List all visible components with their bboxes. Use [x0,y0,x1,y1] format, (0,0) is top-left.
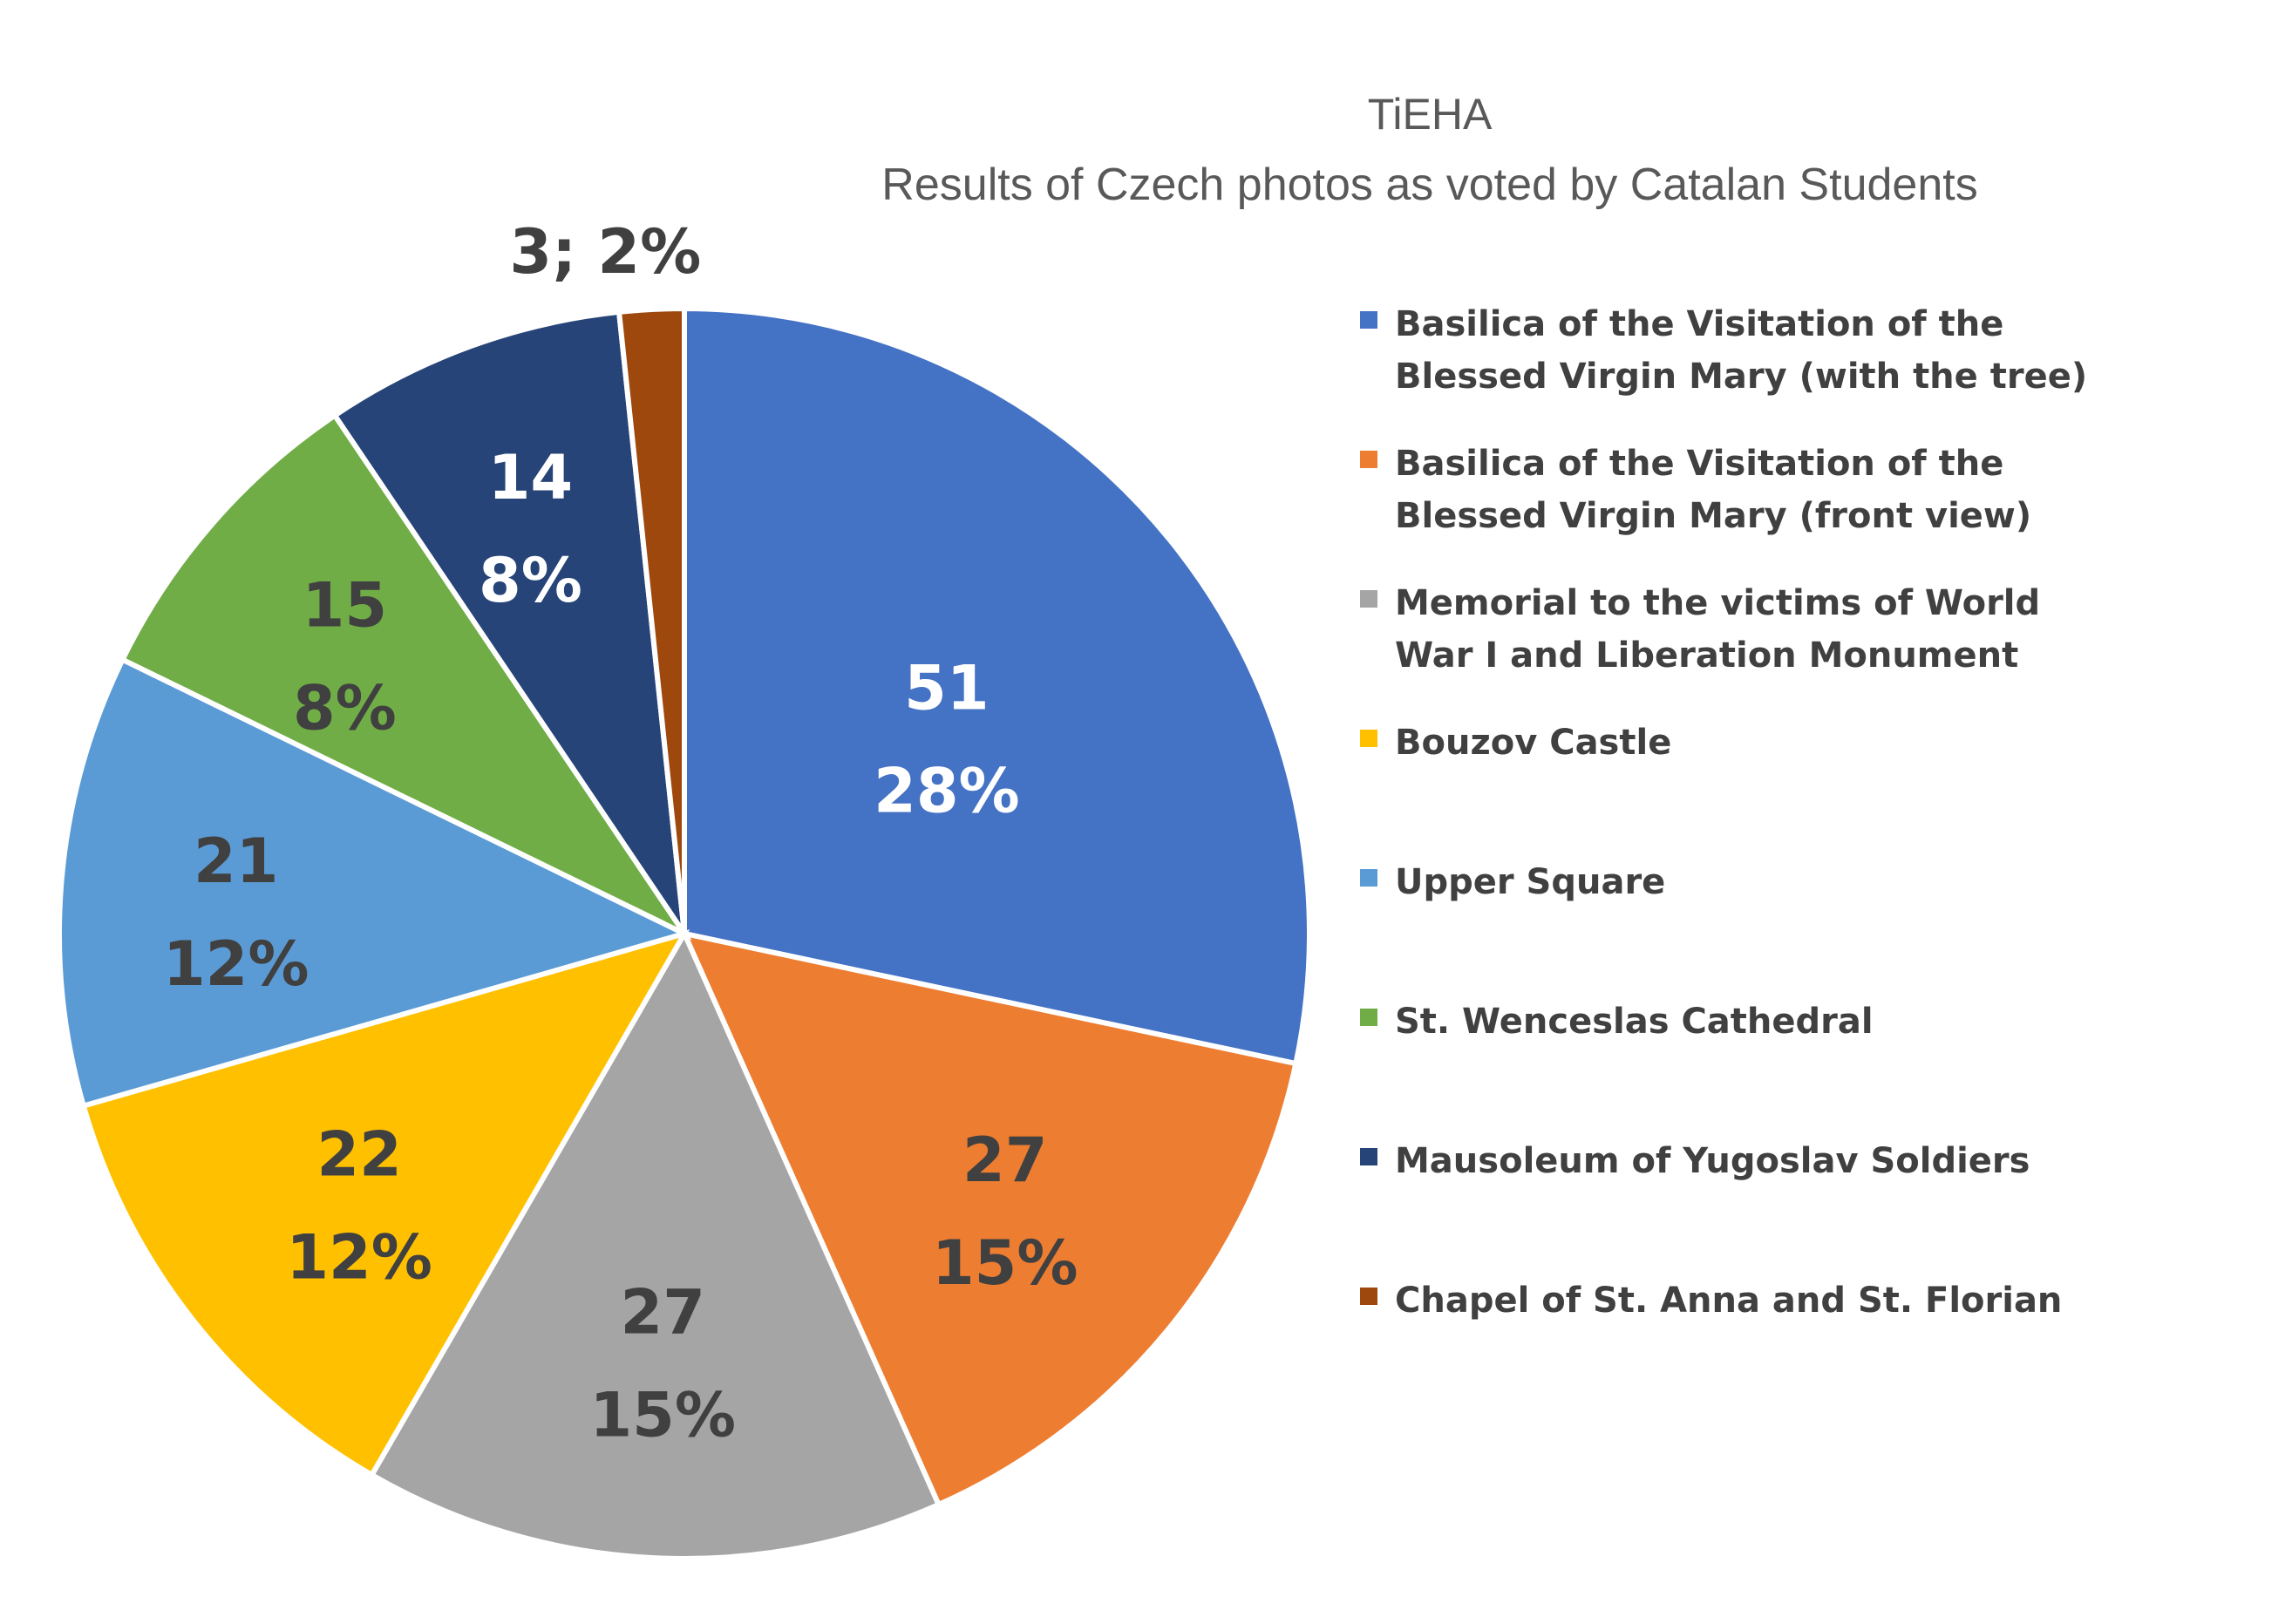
pie-slice-memorial-to-the-victims-of-world-war-i-and-liberation-monument [368,928,942,1561]
data-label-value: 27 [962,1125,1047,1196]
legend-swatch [1360,1009,1377,1026]
legend-label: Mausoleum of Yugoslav Soldiers [1395,1141,2030,1181]
data-label-percent: 28% [874,755,1020,826]
pie-slices [57,305,1312,1561]
legend-item-memorial-to-the-victims-of-world-war-i-and-liberation-monument: Memorial to the victims of World War I an… [1360,583,2040,676]
data-label-value: 14 [488,442,573,513]
legend-swatch [1360,451,1377,468]
legend-swatch [1360,311,1377,329]
data-label-percent: 8% [293,672,397,744]
legend-item-chapel-of-st-anna-and-st-florian: Chapel of St. Anna and St. Florian [1360,1281,2062,1321]
data-label-chapel-of-st-anna-and-st-florian: 3; 2% [509,216,701,288]
legend-item-st-wenceslas-cathedral: St. Wenceslas Cathedral [1360,1002,1874,1042]
pie-slice-mausoleum-of-yugoslav-soldiers [330,309,687,935]
data-label-value: 27 [621,1277,705,1349]
data-label-value: 51 [904,652,989,724]
pie-slice-basilica-of-the-visitation-of-the-blessed-virgin-mary-front-view [679,929,1299,1508]
data-label-value: 22 [316,1118,401,1190]
legend-label: Basilica of the Visitation of the [1395,444,2003,484]
legend-label: St. Wenceslas Cathedral [1395,1002,1874,1042]
legend-item-mausoleum-of-yugoslav-soldiers: Mausoleum of Yugoslav Soldiers [1360,1141,2030,1181]
data-label-percent: 8% [479,545,582,616]
legend-swatch [1360,869,1377,887]
data-label-percent: 15% [589,1380,736,1451]
legend-swatch [1360,1148,1377,1165]
pie-slice-bouzov-castle [80,929,690,1479]
pie-slice-basilica-of-the-visitation-of-the-blessed-virgin-mary-with-the-tree [682,305,1312,1067]
data-label-percent: 12% [163,928,309,1000]
legend-label: War I and Liberation Monument [1395,635,2018,676]
data-label-percent: 12% [286,1221,432,1293]
legend-label: Bouzov Castle [1395,723,1671,763]
pie-slice-st-wenceslas-cathedral [119,411,692,941]
legend-label: Upper Square [1395,862,1665,902]
chart-subtitle: Results of Czech photos as voted by Cata… [881,160,1977,210]
chart-title: TiEHA [1368,90,1493,139]
legend-swatch [1360,590,1377,608]
pie-slice-chapel-of-st-anna-and-st-florian [616,305,687,934]
pie-slice-upper-square [57,656,692,1110]
legend-item-basilica-of-the-visitation-of-the-blessed-virgin-mary-with-the-tree: Basilica of the Visitation of the Blessed… [1360,304,2087,397]
legend-item-basilica-of-the-visitation-of-the-blessed-virgin-mary-front-view: Basilica of the Visitation of the Blessed… [1360,444,2031,536]
legend-swatch [1360,1288,1377,1305]
legend-label: Blessed Virgin Mary (front view) [1395,496,2031,536]
legend-swatch [1360,730,1377,747]
legend-label: Chapel of St. Anna and St. Florian [1395,1281,2062,1321]
data-label-value: 21 [194,826,278,897]
legend-item-bouzov-castle: Bouzov Castle [1360,723,1671,763]
legend-item-upper-square: Upper Square [1360,862,1665,902]
data-label-value: 15 [303,569,387,641]
legend-label: Blessed Virgin Mary (with the tree) [1395,357,2087,397]
data-label-percent: 15% [932,1227,1078,1299]
chart-legend: Basilica of the Visitation of the Blessed… [1360,304,2087,1321]
pie-data-labels: 51 28% 27 15% 27 15% 22 12% 21 12% 15 8% 14 8% 3; 2% [163,216,1078,1451]
legend-label: Basilica of the Visitation of the [1395,304,2003,344]
legend-label: Memorial to the victims of World [1395,583,2040,623]
